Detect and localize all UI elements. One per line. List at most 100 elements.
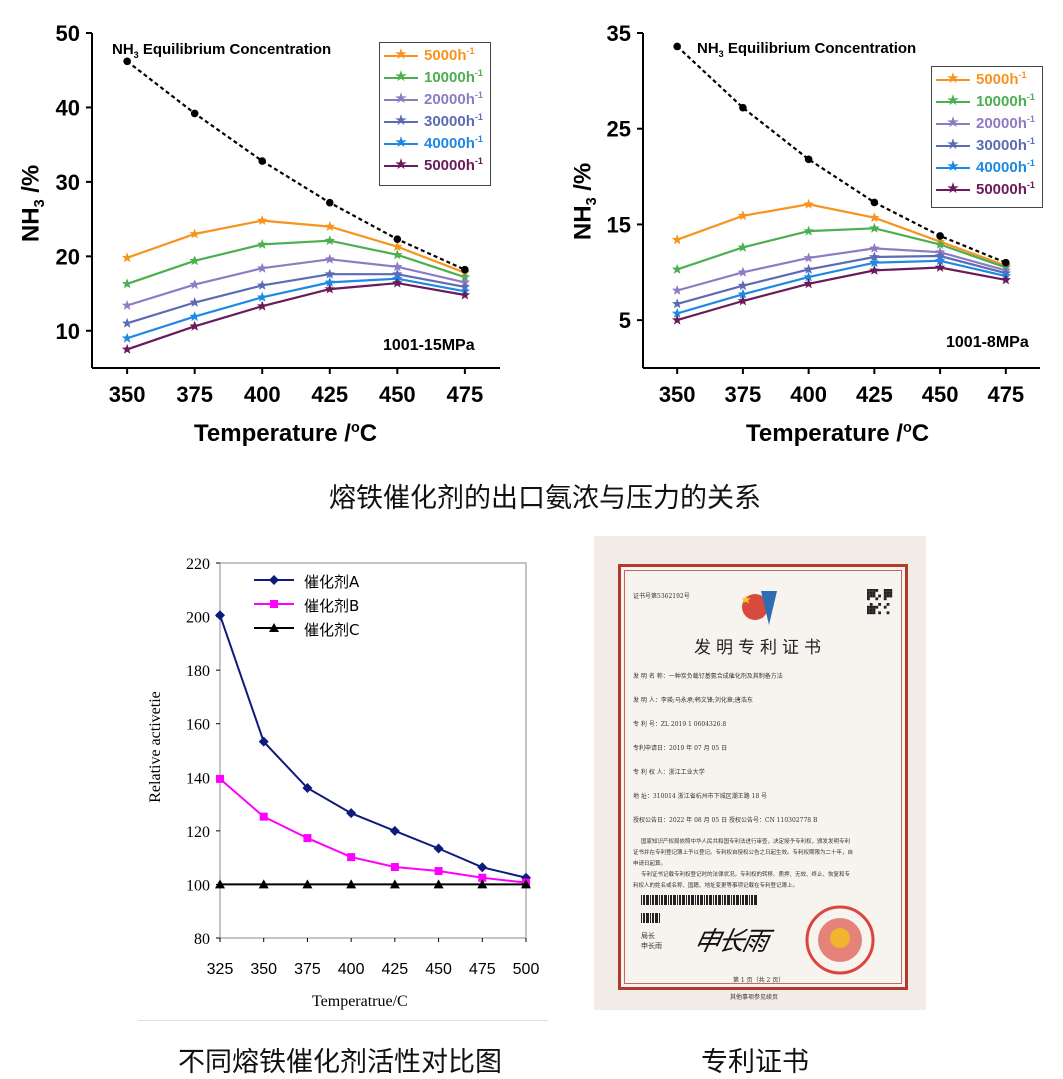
chart-right: 5 15 25 35 350 375 400 425 450 475 <box>607 21 1040 407</box>
x-tick-label: 350 <box>250 961 277 978</box>
star-marker-icon: ★ <box>394 90 408 107</box>
series-point-50000h-1 <box>737 295 749 306</box>
qr-cell <box>872 608 876 612</box>
y-tick-label: 120 <box>186 824 210 841</box>
legend-label: 5000h-1 <box>976 70 1027 88</box>
official-seal-icon <box>805 905 875 975</box>
star-marker-icon: ★ <box>394 68 408 85</box>
qr-cell <box>872 591 876 595</box>
series-point-40000h-1 <box>121 332 133 343</box>
y-tick-label: 50 <box>56 21 80 46</box>
legend-item: ★ 5000h-1 <box>380 45 490 67</box>
qr-cell <box>872 589 876 592</box>
series-point-催化剂B <box>216 774 224 783</box>
y-tick-label: 100 <box>186 877 210 894</box>
series-point-30000h-1 <box>324 268 335 279</box>
qr-cell <box>872 605 876 609</box>
series-point-20000h-1 <box>869 242 880 253</box>
x-tick-label: 400 <box>338 961 365 978</box>
series-point-10000h-1 <box>121 278 133 289</box>
legend-swatch-line <box>936 123 970 125</box>
legend-label: 10000h-1 <box>424 68 483 86</box>
qr-cell <box>889 594 893 598</box>
chart-right-ylabel-text: NH3 /% <box>569 162 601 241</box>
legend-item: ★ 30000h-1 <box>932 135 1042 157</box>
qr-cell <box>867 605 870 609</box>
equilibrium-point <box>393 235 402 244</box>
qr-cell <box>867 597 870 601</box>
chart-left-ylabel: NH3 /% <box>17 165 48 242</box>
qr-cell <box>875 589 879 592</box>
legend-label: 20000h-1 <box>424 90 483 108</box>
chart-bottom: 80 100 120 140 160 180 200 220 325 350 375 400 425 45… <box>186 556 540 978</box>
x-tick-label: 450 <box>379 382 416 407</box>
qr-cell <box>878 603 881 606</box>
legend-label: 40000h-1 <box>976 158 1035 176</box>
series-point-催化剂A <box>389 825 400 836</box>
qr-cell <box>869 594 873 598</box>
series-point-50000h-1 <box>392 277 403 288</box>
x-tick-label: 500 <box>513 961 540 978</box>
x-tick-label: 425 <box>382 961 409 978</box>
equilibrium-point <box>870 198 879 207</box>
series-point-10000h-1 <box>869 222 880 233</box>
legend-item: ★ 10000h-1 <box>380 67 490 89</box>
qr-cell <box>878 594 881 598</box>
legend-marker <box>269 575 279 585</box>
plot-frame <box>219 562 527 939</box>
series-point-5000h-1 <box>803 198 814 209</box>
qr-cell <box>886 594 890 598</box>
certificate-border: 证书号第5362192号 发明专利证书 发 明 名 称：一种炭负载钌基氨合成催化… <box>618 564 908 990</box>
series-point-30000h-1 <box>869 251 880 262</box>
qr-cell <box>869 603 873 606</box>
legend-label: 催化剂A <box>304 573 360 591</box>
certificate-body-line: 专利证书记载专利权登记时的法律状况。专利权的转移、质押、无效、终止、恢复和专 <box>641 872 851 878</box>
x-tick-label: 400 <box>790 382 827 407</box>
qr-cell <box>872 611 876 615</box>
signature: 申长雨 <box>691 927 770 957</box>
series-point-催化剂A <box>521 872 531 883</box>
series-point-50000h-1 <box>257 300 268 311</box>
legend-item: 催化剂A <box>252 570 402 591</box>
chart-right-pressure-label: 1001-8MPa <box>944 334 1031 352</box>
qr-cell <box>875 605 879 609</box>
series-line-10000h-1 <box>126 239 466 285</box>
qr-cell <box>867 608 870 612</box>
qr-code-icon <box>867 589 893 615</box>
certificate-barcode <box>641 892 759 923</box>
chart-left-xlabel-text: Temperature /oC <box>194 420 378 447</box>
series-point-催化剂B <box>478 873 487 882</box>
legend-item: ★ 30000h-1 <box>380 111 490 133</box>
star-marker-icon: ★ <box>946 92 960 109</box>
certificate-field: 专 利 权 人：浙江工业大学 <box>633 769 705 776</box>
series-point-10000h-1 <box>392 249 403 260</box>
equilibrium-point <box>673 42 681 51</box>
qr-cell <box>875 597 879 601</box>
certificate-body-line: 国家知识产权局依照中华人民共和国专利法进行审查，决定授予专利权，颁发发明专利 <box>641 839 851 845</box>
series-point-催化剂C <box>258 879 269 889</box>
series-line-30000h-1 <box>126 273 466 325</box>
certificate-body-line: 证书并在专利登记簿上予以登记。专利权自授权公告之日起生效。专利权期限为二十年，自 <box>633 850 854 856</box>
legend-swatch-line <box>384 121 418 123</box>
series-point-催化剂C <box>389 879 400 889</box>
sign-role-2: 申长雨 <box>641 942 662 950</box>
certificate-title: 发明专利证书 <box>694 638 826 658</box>
series-point-催化剂B <box>434 867 443 876</box>
chart-bottom-ylabel: Relative activetie <box>147 691 164 803</box>
y-tick-label: 10 <box>56 319 80 344</box>
y-tick-label: 80 <box>194 931 210 948</box>
series-point-催化剂A <box>346 808 357 819</box>
series-point-20000h-1 <box>671 285 683 295</box>
star-marker-icon: ★ <box>946 114 960 131</box>
legend-label: 30000h-1 <box>424 112 483 130</box>
series-point-5000h-1 <box>737 210 749 221</box>
qr-cell <box>869 608 873 612</box>
series-line-40000h-1 <box>126 277 466 340</box>
legend-label: 催化剂C <box>304 621 360 639</box>
equilibrium-line <box>126 60 466 271</box>
chart-right-legend: ★ 5000h-1 ★ 10000h-1 ★ 20000h-1 ★ 30000h-1 ★ 4000… <box>931 66 1043 208</box>
chart-left-xlabel: Temperature /oC <box>194 420 377 448</box>
caption-bottom-left: 不同熔铁催化剂活性对比图 <box>178 1047 502 1078</box>
series-point-40000h-1 <box>737 288 749 299</box>
equilibrium-point <box>739 103 747 112</box>
